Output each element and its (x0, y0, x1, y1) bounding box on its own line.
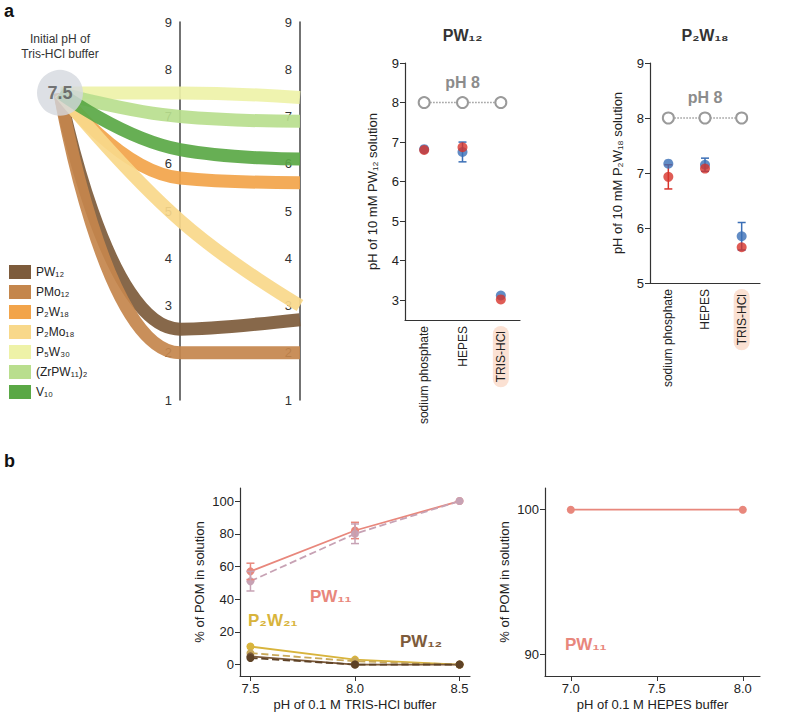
svg-text:0: 0 (227, 657, 234, 672)
svg-text:1: 1 (165, 393, 172, 408)
svg-text:P₂W₁₈: P₂W₁₈ (36, 305, 69, 319)
svg-text:9: 9 (392, 56, 399, 71)
svg-text:HEPES: HEPES (698, 289, 712, 330)
svg-text:V₁₀: V₁₀ (36, 385, 53, 399)
svg-text:sodium phosphate: sodium phosphate (417, 326, 431, 424)
svg-text:6: 6 (392, 174, 399, 189)
svg-text:pH of 10 mM P₂W₁₈ solution: pH of 10 mM P₂W₁₈ solution (610, 92, 625, 254)
svg-text:5: 5 (637, 276, 644, 291)
svg-text:9: 9 (637, 56, 644, 71)
svg-text:8.5: 8.5 (451, 681, 469, 696)
svg-text:b: b (4, 451, 15, 471)
svg-text:1: 1 (285, 393, 292, 408)
svg-text:80: 80 (220, 526, 234, 541)
svg-text:8: 8 (637, 111, 644, 126)
svg-text:PW₁₁: PW₁₁ (310, 587, 351, 606)
svg-text:% of POM in solution: % of POM in solution (497, 521, 512, 642)
svg-text:PW₁₂: PW₁₂ (443, 27, 483, 44)
svg-text:3: 3 (392, 293, 399, 308)
svg-text:P₅W₃₀: P₅W₃₀ (36, 345, 70, 359)
svg-text:Tris-HCl buffer: Tris-HCl buffer (21, 47, 98, 61)
svg-text:7: 7 (637, 166, 644, 181)
svg-text:PW₁₁: PW₁₁ (565, 635, 606, 654)
svg-text:7.5: 7.5 (47, 83, 72, 103)
svg-text:TRIS-HCl: TRIS-HCl (494, 331, 508, 382)
svg-text:P₂W₁₈: P₂W₁₈ (682, 27, 729, 44)
svg-text:60: 60 (220, 559, 234, 574)
svg-text:7.5: 7.5 (648, 681, 666, 696)
svg-text:PW₁₂: PW₁₂ (400, 632, 442, 651)
svg-text:pH of 10 mM PW₁₂ solution: pH of 10 mM PW₁₂ solution (365, 113, 380, 270)
svg-text:7.0: 7.0 (562, 681, 580, 696)
svg-text:100: 100 (212, 494, 234, 509)
svg-text:% of POM in solution: % of POM in solution (192, 521, 207, 642)
svg-text:20: 20 (220, 624, 234, 639)
svg-text:a: a (4, 1, 15, 21)
svg-text:8.0: 8.0 (734, 681, 752, 696)
svg-text:5: 5 (285, 204, 292, 219)
svg-text:HEPES: HEPES (456, 326, 470, 367)
svg-text:6: 6 (164, 156, 172, 172)
svg-text:100: 100 (517, 502, 539, 517)
svg-text:6: 6 (637, 221, 644, 236)
svg-text:7: 7 (392, 135, 399, 150)
svg-text:PMo₁₂: PMo₁₂ (36, 285, 70, 299)
svg-text:P₂Mo₁₈: P₂Mo₁₈ (36, 325, 74, 339)
svg-text:PW₁₂: PW₁₂ (36, 265, 64, 279)
svg-text:(ZrPW₁₁)₂: (ZrPW₁₁)₂ (36, 365, 88, 379)
svg-text:P₂W₂₁: P₂W₂₁ (248, 611, 298, 630)
svg-text:8: 8 (285, 62, 292, 77)
svg-text:Initial pH of: Initial pH of (30, 32, 91, 46)
svg-text:pH 8: pH 8 (445, 74, 480, 91)
svg-text:8.0: 8.0 (346, 681, 364, 696)
svg-text:5: 5 (392, 214, 399, 229)
svg-text:9: 9 (285, 15, 292, 30)
svg-text:pH of 0.1 M HEPES buffer: pH of 0.1 M HEPES buffer (577, 697, 729, 712)
svg-text:90: 90 (525, 647, 539, 662)
svg-text:sodium phosphate: sodium phosphate (661, 289, 675, 387)
svg-text:3: 3 (165, 298, 172, 313)
svg-text:TRIS-HCl: TRIS-HCl (735, 294, 749, 345)
svg-text:8: 8 (165, 62, 172, 77)
svg-text:40: 40 (220, 592, 234, 607)
svg-text:4: 4 (165, 251, 172, 266)
svg-text:8: 8 (392, 95, 399, 110)
svg-text:9: 9 (165, 15, 172, 30)
svg-text:7.5: 7.5 (241, 681, 259, 696)
svg-text:4: 4 (392, 253, 399, 268)
svg-text:pH of 0.1 M TRIS-HCl buffer: pH of 0.1 M TRIS-HCl buffer (274, 697, 437, 712)
svg-text:4: 4 (285, 251, 292, 266)
svg-text:pH 8: pH 8 (688, 89, 723, 106)
